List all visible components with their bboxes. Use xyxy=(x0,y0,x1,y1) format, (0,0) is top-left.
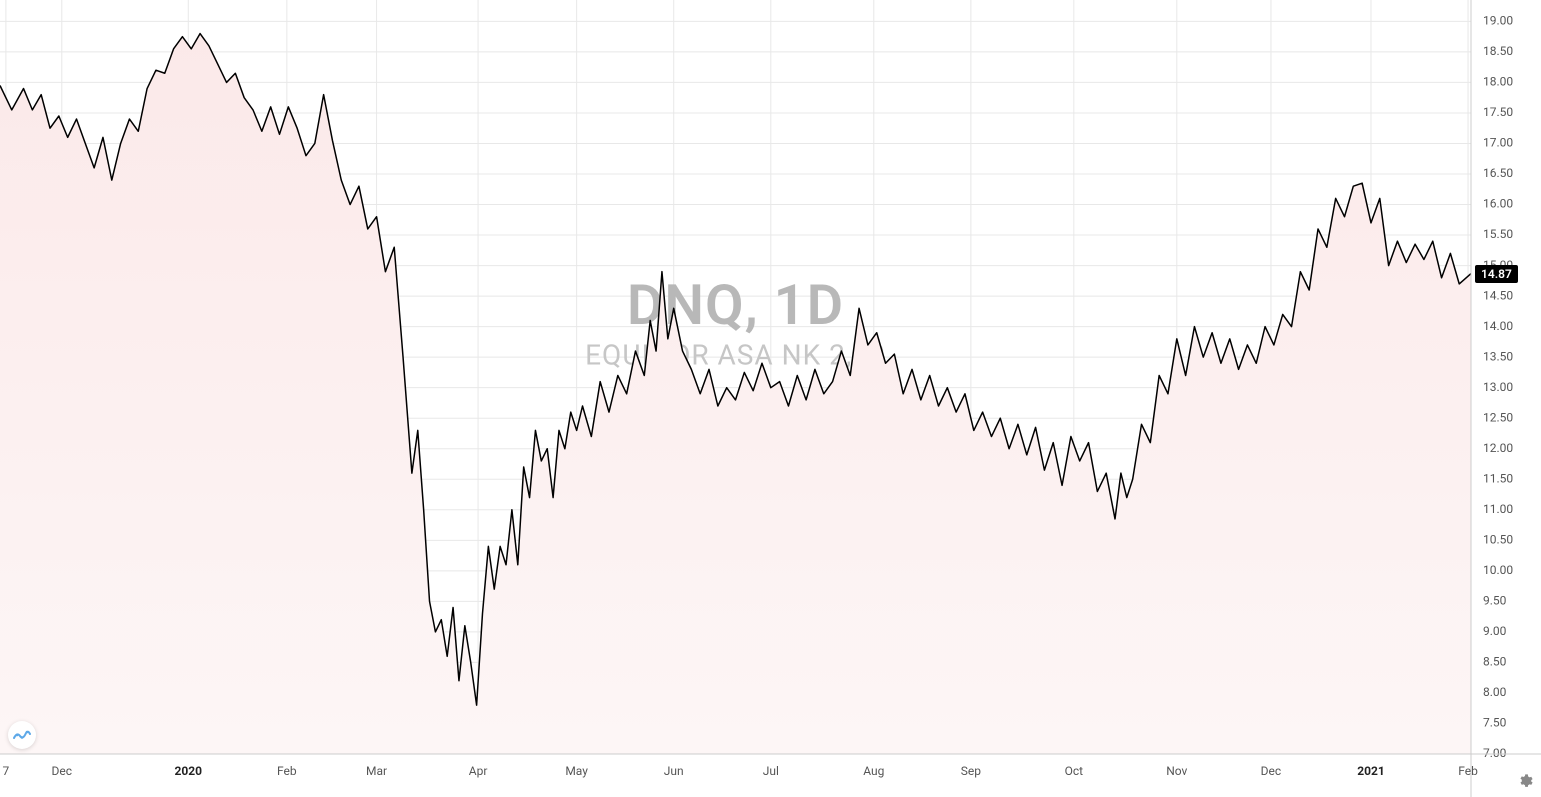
svg-text:16.50: 16.50 xyxy=(1483,166,1513,180)
svg-text:11.50: 11.50 xyxy=(1483,471,1513,485)
svg-text:9.50: 9.50 xyxy=(1483,594,1507,608)
svg-text:Nov: Nov xyxy=(1166,764,1187,778)
svg-text:18.50: 18.50 xyxy=(1483,44,1513,58)
svg-text:Jul: Jul xyxy=(763,764,779,778)
svg-text:17.50: 17.50 xyxy=(1483,105,1513,119)
svg-text:7: 7 xyxy=(3,764,10,778)
svg-text:7.00: 7.00 xyxy=(1483,746,1507,760)
current-price-badge: 14.87 xyxy=(1475,265,1518,283)
svg-text:Aug: Aug xyxy=(863,764,884,778)
svg-text:13.50: 13.50 xyxy=(1483,349,1513,363)
svg-text:Oct: Oct xyxy=(1065,764,1084,778)
provider-logo-icon[interactable] xyxy=(8,721,36,749)
current-price-value: 14.87 xyxy=(1481,267,1512,281)
svg-text:13.00: 13.00 xyxy=(1483,380,1513,394)
svg-text:8.50: 8.50 xyxy=(1483,655,1507,669)
svg-text:May: May xyxy=(565,764,588,778)
svg-text:17.00: 17.00 xyxy=(1483,136,1513,150)
svg-text:Mar: Mar xyxy=(366,764,387,778)
svg-text:2021: 2021 xyxy=(1357,764,1385,778)
svg-text:12.00: 12.00 xyxy=(1483,441,1513,455)
chart-settings-button[interactable] xyxy=(1515,771,1535,791)
svg-text:8.00: 8.00 xyxy=(1483,685,1507,699)
svg-text:10.50: 10.50 xyxy=(1483,532,1513,546)
svg-text:Jun: Jun xyxy=(664,764,684,778)
svg-text:Sep: Sep xyxy=(961,764,981,778)
svg-text:Dec: Dec xyxy=(1261,764,1282,778)
svg-text:14.00: 14.00 xyxy=(1483,319,1513,333)
svg-text:Dec: Dec xyxy=(52,764,73,778)
svg-text:19.00: 19.00 xyxy=(1483,14,1513,28)
svg-text:2020: 2020 xyxy=(175,764,203,778)
svg-text:7.50: 7.50 xyxy=(1483,716,1507,730)
svg-text:18.00: 18.00 xyxy=(1483,75,1513,89)
svg-text:9.00: 9.00 xyxy=(1483,624,1507,638)
svg-text:Apr: Apr xyxy=(469,764,488,778)
svg-text:10.00: 10.00 xyxy=(1483,563,1513,577)
gear-icon xyxy=(1517,773,1533,789)
svg-text:11.00: 11.00 xyxy=(1483,502,1513,516)
price-chart[interactable]: 7.00 7.50 8.00 8.50 9.00 9.50 10.00 10.50 11.00 1… xyxy=(0,0,1541,797)
svg-text:12.50: 12.50 xyxy=(1483,410,1513,424)
svg-text:Feb: Feb xyxy=(1458,764,1478,778)
svg-text:Feb: Feb xyxy=(277,764,297,778)
svg-text:14.50: 14.50 xyxy=(1483,288,1513,302)
svg-text:16.00: 16.00 xyxy=(1483,197,1513,211)
svg-text:15.50: 15.50 xyxy=(1483,227,1513,241)
